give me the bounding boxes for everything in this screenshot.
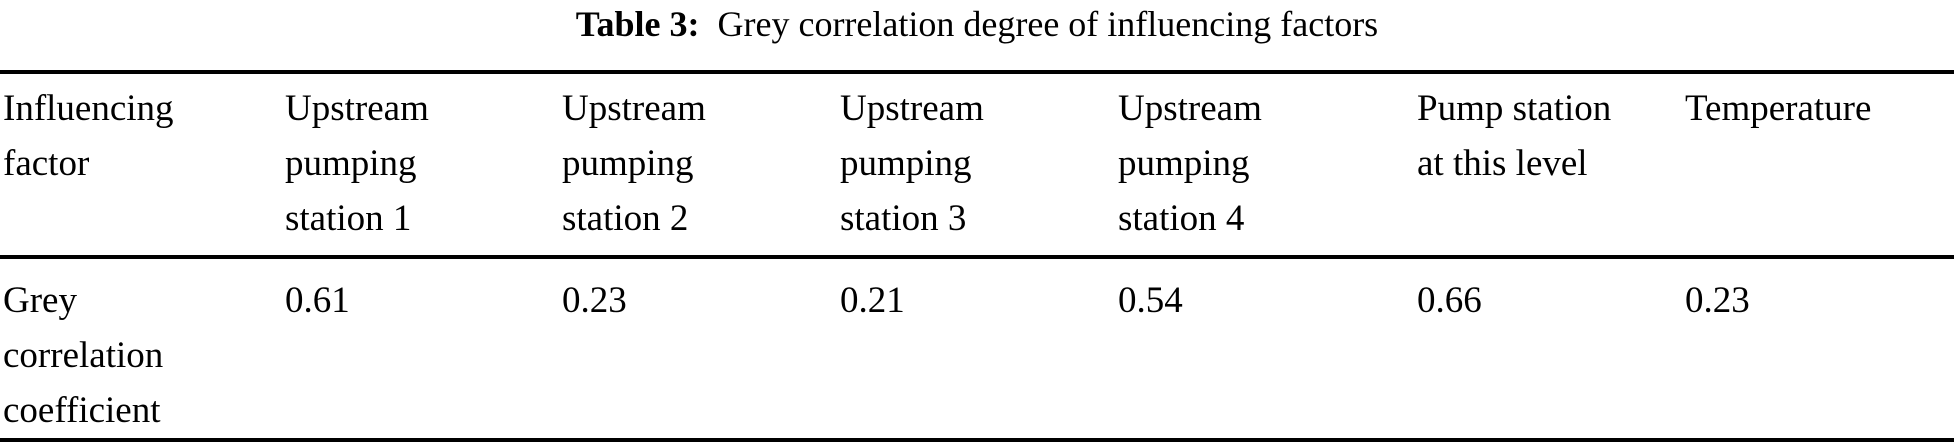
row-label-grey-correlation-coefficient: Grey correlation coefficient <box>3 280 164 431</box>
table-mid-rule <box>0 255 1954 259</box>
table-caption: Table 3: Grey correlation degree of influ… <box>0 0 1954 70</box>
value-cell-upstream-pumping-station-3: 0.21 <box>840 280 905 321</box>
table-header-row: Influencing factor Upstream pumping stat… <box>0 74 1954 255</box>
header-cell-upstream-pumping-station-1: Upstream pumping station 1 <box>285 88 429 239</box>
table-bottom-rule <box>0 438 1954 442</box>
header-cell-upstream-pumping-station-2: Upstream pumping station 2 <box>562 88 706 239</box>
value-cell-temperature: 0.23 <box>1685 280 1750 321</box>
value-cell-upstream-pumping-station-2: 0.23 <box>562 280 627 321</box>
table-top-rule <box>0 70 1954 74</box>
header-cell-pump-station-at-this-level: Pump station at this level <box>1417 88 1612 184</box>
value-cell-upstream-pumping-station-4: 0.54 <box>1118 280 1183 321</box>
header-cell-upstream-pumping-station-4: Upstream pumping station 4 <box>1118 88 1262 239</box>
table-caption-title: Grey correlation degree of influencing f… <box>717 4 1379 44</box>
header-cell-temperature: Temperature <box>1685 88 1872 129</box>
header-cell-influencing-factor: Influencing factor <box>3 88 174 184</box>
header-cell-upstream-pumping-station-3: Upstream pumping station 3 <box>840 88 984 239</box>
value-cell-pump-station-at-this-level: 0.66 <box>1417 280 1482 321</box>
table-data-row: Grey correlation coefficient 0.61 0.23 0… <box>0 259 1954 438</box>
table-caption-number: Table 3: <box>575 4 700 44</box>
value-cell-upstream-pumping-station-1: 0.61 <box>285 280 350 321</box>
